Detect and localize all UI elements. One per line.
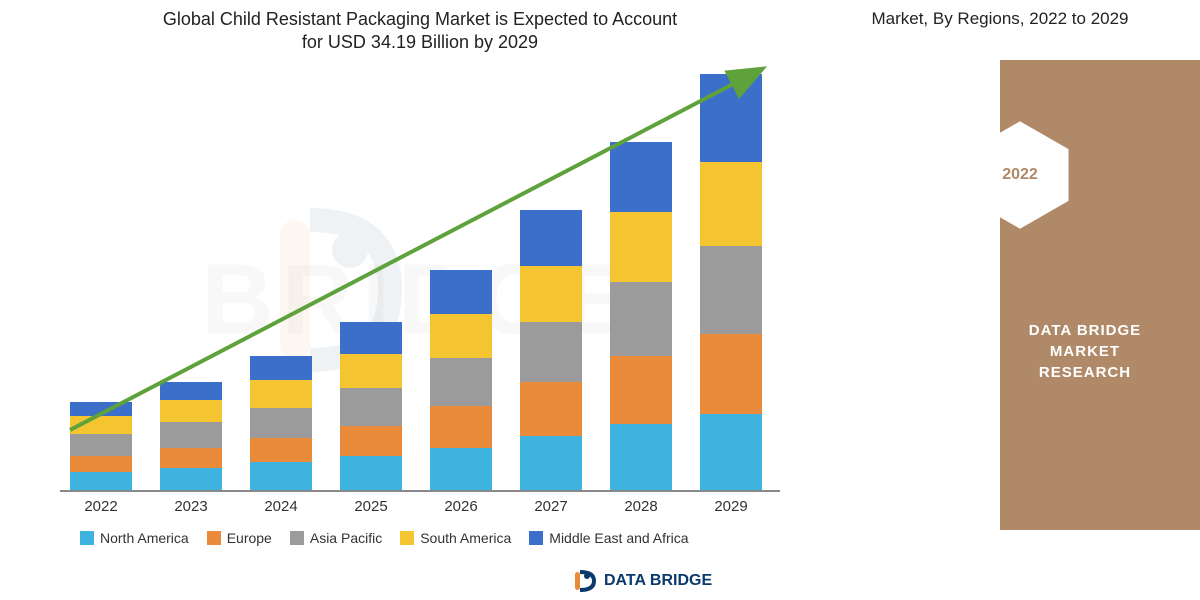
bar-segment: [70, 434, 132, 456]
bar-segment: [70, 456, 132, 472]
x-axis-label: 2024: [250, 498, 312, 515]
title-line-1: Global Child Resistant Packaging Market …: [163, 9, 677, 29]
legend-label: Europe: [227, 530, 272, 546]
bar-segment: [610, 356, 672, 424]
footer-brand-text: DATA BRIDGE: [604, 572, 712, 590]
legend-swatch: [290, 531, 304, 545]
bar-segment: [430, 406, 492, 448]
bar-segment: [520, 322, 582, 382]
bar-segment: [70, 402, 132, 416]
bar-segment: [250, 408, 312, 438]
legend: North America Europe Asia Pacific South Ame…: [80, 530, 689, 546]
brand-line-1: DATA BRIDGE MARKET: [1029, 322, 1141, 360]
bar-segment: [70, 416, 132, 434]
bar-segment: [250, 438, 312, 462]
bar-segment: [430, 448, 492, 490]
legend-item: Europe: [207, 530, 272, 546]
x-axis-label: 2027: [520, 498, 582, 515]
bar-segment: [700, 162, 762, 246]
bar-segment: [610, 424, 672, 490]
legend-label: Asia Pacific: [310, 530, 382, 546]
bar-segment: [340, 456, 402, 490]
legend-swatch: [400, 531, 414, 545]
bar-segment: [520, 266, 582, 322]
hexagon-label: 2029: [922, 206, 958, 224]
legend-swatch: [207, 531, 221, 545]
bar-column: [160, 382, 222, 490]
bar-segment: [160, 382, 222, 400]
x-axis-line: [60, 490, 780, 492]
bar-segment: [430, 314, 492, 358]
bar-segment: [340, 388, 402, 426]
brand-text: DATA BRIDGE MARKET RESEARCH: [1000, 320, 1170, 383]
legend-item: Middle East and Africa: [529, 530, 688, 546]
bar-segment: [70, 472, 132, 490]
bar-segment: [610, 282, 672, 356]
bar-segment: [250, 380, 312, 408]
left-panel: Global Child Resistant Packaging Market …: [0, 0, 820, 600]
bar-segment: [340, 426, 402, 456]
bar-segment: [160, 400, 222, 422]
legend-item: Asia Pacific: [290, 530, 382, 546]
hex-group: 2029 2022: [890, 120, 1110, 300]
bar-segment: [250, 462, 312, 490]
bar-column: [700, 74, 762, 490]
bar-segment: [160, 468, 222, 490]
bar-segment: [610, 212, 672, 282]
legend-label: South America: [420, 530, 511, 546]
bar-column: [610, 142, 672, 490]
x-axis-label: 2025: [340, 498, 402, 515]
x-axis-label: 2026: [430, 498, 492, 515]
bar-segment: [700, 334, 762, 414]
bar-column: [340, 322, 402, 490]
brand-line-2: RESEARCH: [1039, 364, 1131, 381]
footer-logo-icon: [570, 568, 596, 594]
x-axis-label: 2028: [610, 498, 672, 515]
bar-segment: [430, 270, 492, 314]
bar-segment: [520, 210, 582, 266]
legend-label: Middle East and Africa: [549, 530, 688, 546]
bar-segment: [160, 448, 222, 468]
chart-title: Global Child Resistant Packaging Market …: [0, 0, 820, 55]
bar-segment: [520, 382, 582, 436]
legend-item: North America: [80, 530, 189, 546]
bar-segment: [700, 74, 762, 162]
bar-segment: [700, 414, 762, 490]
bar-segment: [340, 322, 402, 354]
title-line-2: for USD 34.19 Billion by 2029: [302, 32, 538, 52]
bar-column: [250, 356, 312, 490]
bar-column: [70, 402, 132, 490]
bar-segment: [160, 422, 222, 448]
x-axis-label: 2029: [700, 498, 762, 515]
bar-column: [520, 210, 582, 490]
footer-logo: DATA BRIDGE: [570, 568, 712, 594]
legend-label: North America: [100, 530, 189, 546]
bar-segment: [250, 356, 312, 380]
right-panel: Market, By Regions, 2022 to 2029 2029202…: [800, 0, 1200, 600]
chart-area: [60, 60, 780, 490]
bar-segment: [610, 142, 672, 212]
x-axis-label: 2022: [70, 498, 132, 515]
bar-segment: [340, 354, 402, 388]
hexagon-label: 2022: [1002, 166, 1038, 184]
bar-segment: [700, 246, 762, 334]
x-axis-label: 2023: [160, 498, 222, 515]
bar-segment: [520, 436, 582, 490]
legend-swatch: [529, 531, 543, 545]
hexagon: 2022: [970, 120, 1070, 230]
right-title: Market, By Regions, 2022 to 2029: [800, 0, 1200, 30]
legend-item: South America: [400, 530, 511, 546]
legend-swatch: [80, 531, 94, 545]
bar-segment: [430, 358, 492, 406]
bar-column: [430, 270, 492, 490]
